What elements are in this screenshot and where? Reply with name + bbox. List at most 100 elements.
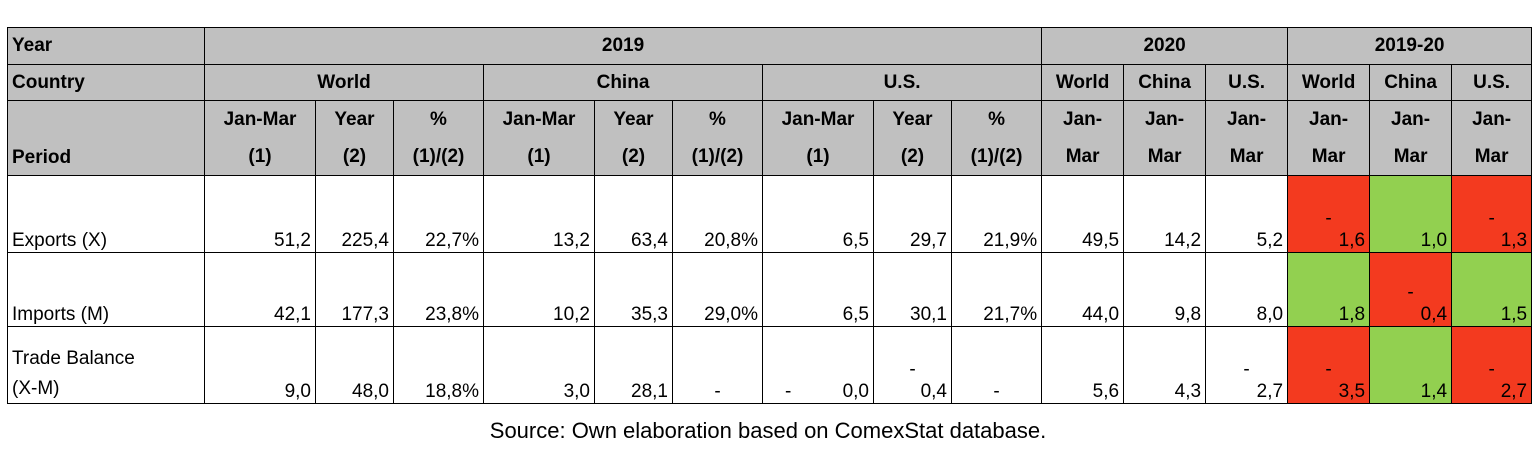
period-china-2020: Jan- Mar <box>1123 100 1207 176</box>
minus-sign: - <box>1407 282 1414 303</box>
period-label: Period <box>7 100 205 176</box>
cell-china-janmar: 10,2 <box>483 252 595 327</box>
cell-value: 0,0 <box>842 381 869 402</box>
minus-sign: - <box>785 381 792 402</box>
row-label: Imports (M) <box>7 252 205 327</box>
cell-china-year: 63,4 <box>594 175 673 253</box>
change-value: 1,5 <box>1500 304 1528 325</box>
row-label: Trade Balance (X-M) <box>7 326 205 404</box>
trade-table: Year 2019 2020 2019-20 Country World Chi… <box>7 27 1533 404</box>
source-caption: Source: Own elaboration based on ComexSt… <box>489 418 1047 443</box>
row-label: Exports (X) <box>7 175 205 253</box>
period-world-2020: Jan- Mar <box>1041 100 1125 176</box>
country-header-row: Country World China U.S. World China U.S… <box>7 64 1533 101</box>
period-us-pct: % (1)/(2) <box>950 100 1043 176</box>
year-header-row: Year 2019 2020 2019-20 <box>7 27 1533 65</box>
cell-china-pct: 20,8% <box>672 175 763 253</box>
cell-us-2020: 8,0 <box>1205 252 1289 327</box>
change-us-cell: 1,5 <box>1451 252 1533 327</box>
country-us-2019-20: U.S. <box>1451 64 1533 101</box>
country-us-2019: U.S. <box>761 64 1043 101</box>
cell-china-pct: - <box>672 326 763 404</box>
change-china-cell: 1,4 <box>1369 326 1453 404</box>
country-label: Country <box>7 64 205 101</box>
cell-us-year: -0,4 <box>873 326 952 404</box>
cell-us-pct: 21,7% <box>950 252 1043 327</box>
period-us-2019-20: Jan- Mar <box>1451 100 1533 176</box>
change-value: 2,7 <box>1500 381 1528 402</box>
cell-world-year: 177,3 <box>315 252 394 327</box>
cell-world-janmar: 42,1 <box>204 252 316 327</box>
period-us-year: Year (2) <box>873 100 952 176</box>
change-value: 3,5 <box>1338 381 1366 402</box>
cell-china-2020: 14,2 <box>1123 175 1207 253</box>
change-china-cell: -0,4 <box>1369 252 1453 327</box>
table-row: Trade Balance (X-M) 9,0 48,0 18,8% 3,0 28… <box>7 326 1533 404</box>
period-china-2019-20: Jan- Mar <box>1369 100 1453 176</box>
table-row: Imports (M) 42,1 177,3 23,8% 10,2 35,3 2… <box>7 252 1533 327</box>
cell-china-janmar: 3,0 <box>483 326 595 404</box>
cell-us-janmar: 6,5 <box>762 175 874 253</box>
change-value: 0,4 <box>1420 304 1448 325</box>
country-world-2019-20: World <box>1287 64 1371 101</box>
cell-us-pct: 21,9% <box>950 175 1043 253</box>
change-world-cell: 1,8 <box>1287 252 1371 327</box>
country-china-2020: China <box>1123 64 1207 101</box>
country-world-2019: World <box>204 64 484 101</box>
cell-world-pct: 23,8% <box>393 252 484 327</box>
change-value: 1,8 <box>1338 304 1366 325</box>
change-china-cell: 1,0 <box>1369 175 1453 253</box>
change-value: 1,0 <box>1420 230 1448 251</box>
period-china-year: Year (2) <box>594 100 673 176</box>
cell-value: 2,7 <box>1256 381 1284 402</box>
period-header-row: Period Jan-Mar (1) Year (2) % (1)/(2) Jan-M… <box>7 100 1533 176</box>
period-world-janmar: Jan-Mar (1) <box>204 100 316 176</box>
cell-china-year: 35,3 <box>594 252 673 327</box>
year-2020: 2020 <box>1041 27 1289 65</box>
cell-us-pct: - <box>950 326 1043 404</box>
period-china-pct: % (1)/(2) <box>672 100 763 176</box>
change-value: 1,4 <box>1420 381 1448 402</box>
cell-us-janmar: - 0,0 <box>762 326 874 404</box>
period-world-year: Year (2) <box>315 100 394 176</box>
cell-china-year: 28,1 <box>594 326 673 404</box>
country-world-2020: World <box>1041 64 1125 101</box>
period-world-2019-20: Jan- Mar <box>1287 100 1371 176</box>
cell-value: 0,4 <box>920 381 947 402</box>
country-us-2020: U.S. <box>1205 64 1289 101</box>
country-china-2019: China <box>483 64 763 101</box>
change-value: 1,6 <box>1338 230 1366 251</box>
minus-sign: - <box>1243 359 1250 380</box>
cell-world-pct: 18,8% <box>393 326 484 404</box>
cell-china-2020: 9,8 <box>1123 252 1207 327</box>
cell-world-2020: 44,0 <box>1041 252 1125 327</box>
change-value: 1,3 <box>1500 230 1528 251</box>
minus-sign: - <box>909 359 916 380</box>
country-china-2019-20: China <box>1369 64 1453 101</box>
period-us-janmar: Jan-Mar (1) <box>762 100 874 176</box>
cell-world-janmar: 51,2 <box>204 175 316 253</box>
year-label: Year <box>7 27 205 65</box>
cell-us-janmar: 6,5 <box>762 252 874 327</box>
minus-sign: - <box>1488 208 1495 229</box>
period-world-pct: % (1)/(2) <box>393 100 484 176</box>
minus-sign: - <box>1325 208 1332 229</box>
cell-china-pct: 29,0% <box>672 252 763 327</box>
minus-sign: - <box>1325 359 1332 380</box>
year-2019: 2019 <box>203 27 1043 65</box>
minus-sign: - <box>1488 359 1495 380</box>
table-row: Exports (X) 51,2 225,4 22,7% 13,2 63,4 2… <box>7 175 1533 253</box>
cell-world-year: 225,4 <box>315 175 394 253</box>
period-china-janmar: Jan-Mar (1) <box>483 100 595 176</box>
cell-world-year: 48,0 <box>315 326 394 404</box>
cell-world-pct: 22,7% <box>393 175 484 253</box>
cell-world-2020: 5,6 <box>1041 326 1125 404</box>
change-world-cell: -3,5 <box>1287 326 1371 404</box>
cell-us-2020: 5,2 <box>1205 175 1289 253</box>
year-2019-20: 2019-20 <box>1287 27 1533 65</box>
change-world-cell: -1,6 <box>1287 175 1371 253</box>
cell-world-2020: 49,5 <box>1041 175 1125 253</box>
cell-us-2020: -2,7 <box>1205 326 1289 404</box>
change-us-cell: -2,7 <box>1451 326 1533 404</box>
cell-us-year: 30,1 <box>873 252 952 327</box>
